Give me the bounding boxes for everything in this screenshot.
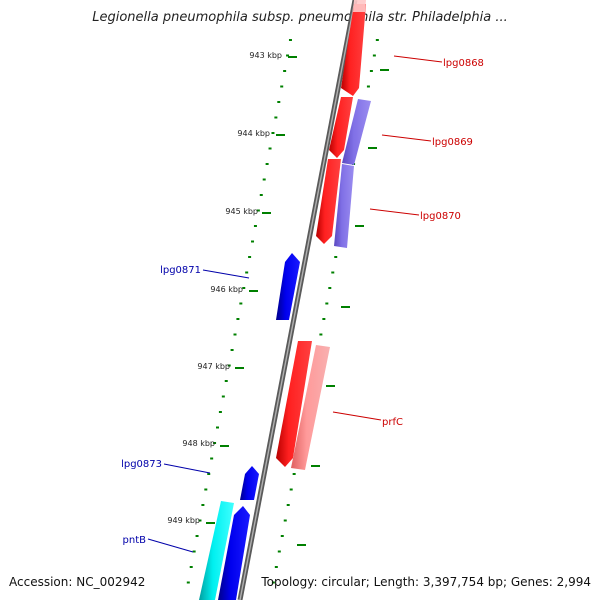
tick-946: 946 kbp <box>210 285 258 294</box>
svg-text:lpg0869: lpg0869 <box>432 137 473 148</box>
svg-text:lpg0868: lpg0868 <box>443 58 484 69</box>
svg-text:947 kbp: 947 kbp <box>197 362 230 371</box>
genome-backbone <box>237 0 358 600</box>
svg-text:pntB: pntB <box>123 535 147 546</box>
svg-text:lpg0871: lpg0871 <box>160 265 201 276</box>
label-lpg0873[interactable]: lpg0873 <box>121 459 211 474</box>
svg-text:943 kbp: 943 kbp <box>249 51 282 60</box>
svg-text:949 kbp: 949 kbp <box>167 516 200 525</box>
label-lpg0869[interactable]: lpg0869 <box>381 134 473 148</box>
gene-lpg0871[interactable] <box>276 253 300 320</box>
map-title: Legionella pneumophila subsp. pneumophil… <box>92 10 508 25</box>
accession-label: Accession: NC_002942 <box>9 575 146 589</box>
label-lpg0871[interactable]: lpg0871 <box>160 265 250 279</box>
gene-lpg0869[interactable] <box>329 97 371 165</box>
tick-944: 944 kbp <box>237 129 285 138</box>
svg-text:944 kbp: 944 kbp <box>237 129 270 138</box>
tick-945: 945 kbp <box>225 207 271 216</box>
tick-949: 949 kbp <box>167 516 215 525</box>
gene-lpg0873[interactable] <box>240 466 259 500</box>
tick-948: 948 kbp <box>182 439 229 448</box>
gene-prfC[interactable] <box>276 341 330 470</box>
label-lpg0870[interactable]: lpg0870 <box>369 208 461 222</box>
svg-text:lpg0873: lpg0873 <box>121 459 162 470</box>
gene-lpg0868[interactable] <box>341 0 366 96</box>
svg-text:prfC: prfC <box>382 417 403 428</box>
tick-947: 947 kbp <box>197 362 244 371</box>
svg-text:945 kbp: 945 kbp <box>225 207 258 216</box>
svg-text:946 kbp: 946 kbp <box>210 285 243 294</box>
svg-text:lpg0870: lpg0870 <box>420 211 461 222</box>
tick-943: 943 kbp <box>249 51 297 60</box>
genome-summary: Topology: circular; Length: 3,397,754 bp… <box>261 575 591 589</box>
gene-lpg0870[interactable] <box>316 159 354 248</box>
scale-ticks: 943 kbp 944 kbp 945 kbp 946 kbp 947 kbp … <box>167 51 389 546</box>
label-pntB[interactable]: pntB <box>123 535 194 553</box>
gene-pntB[interactable] <box>199 501 250 600</box>
svg-text:948 kbp: 948 kbp <box>182 439 215 448</box>
label-lpg0868[interactable]: lpg0868 <box>393 55 484 69</box>
label-prfC[interactable]: prfC <box>332 411 403 428</box>
